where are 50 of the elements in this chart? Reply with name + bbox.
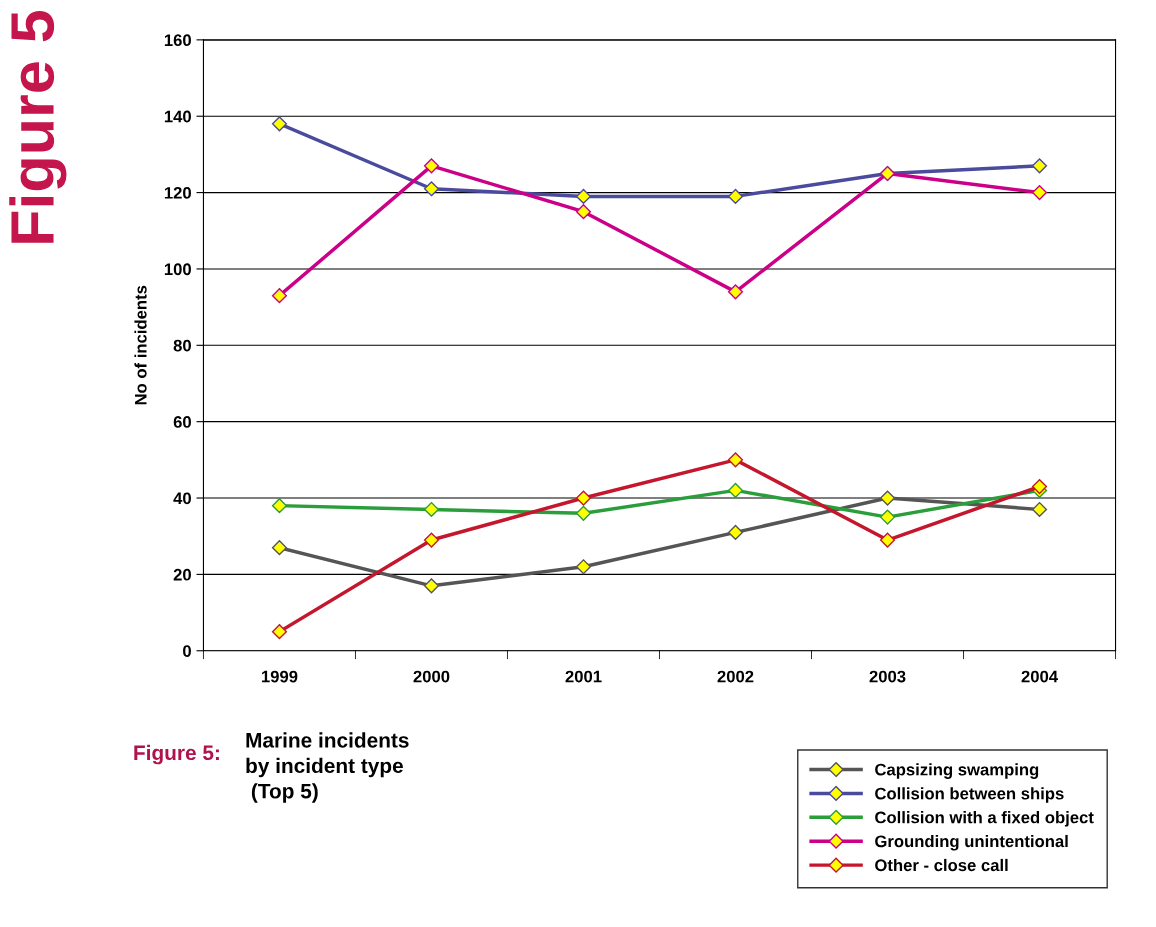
x-tick-label: 1999	[261, 670, 298, 683]
y-tick-label: 60	[173, 416, 191, 428]
point	[271, 498, 288, 514]
caption: Figure 5	[9, 10, 67, 243]
legend-label: Grounding unintentional	[875, 834, 1068, 851]
point	[727, 284, 744, 300]
text: Marine incidents by incident type (Top 5)	[246, 732, 409, 803]
point	[879, 509, 896, 525]
y-tick-label: 140	[164, 110, 191, 123]
y-tick-label: 40	[173, 492, 191, 505]
point	[727, 524, 744, 540]
point	[1031, 158, 1048, 174]
point	[423, 532, 440, 548]
point	[575, 204, 592, 220]
point	[575, 505, 592, 521]
legend-label: Capsizing swamping	[875, 763, 1039, 779]
point	[879, 532, 896, 548]
y-tick-label: 120	[164, 186, 191, 199]
x-tick-label: 2003	[869, 670, 906, 683]
point	[879, 490, 896, 506]
y-tick-label: 0	[183, 645, 191, 657]
y-axis-title: No of incidents	[134, 285, 147, 405]
point	[423, 501, 440, 518]
point	[271, 116, 288, 132]
x-tick-label: 2000	[413, 670, 450, 683]
x-tick-label: 2001	[565, 670, 602, 683]
point	[575, 188, 592, 204]
point	[423, 578, 440, 594]
y-tick-label: 20	[173, 568, 191, 581]
point	[1031, 501, 1048, 518]
point	[1031, 185, 1048, 201]
point	[271, 288, 288, 304]
point	[423, 181, 440, 197]
y-tick-label: 80	[173, 339, 191, 352]
x-tick-label: 2004	[1021, 670, 1058, 683]
legend-label: Other - close call	[875, 858, 1008, 872]
point	[727, 452, 744, 468]
point	[271, 540, 288, 556]
point	[727, 188, 744, 204]
caption: Figure 5:	[134, 744, 219, 765]
point	[575, 559, 592, 575]
point	[271, 624, 288, 640]
x-tick-label: 2002	[717, 670, 754, 683]
legend-label: Collision with a fixed object	[875, 811, 1094, 827]
y-tick-label: 100	[164, 263, 191, 276]
y-tick-label: 160	[164, 34, 191, 47]
point	[575, 490, 592, 506]
point	[423, 158, 440, 174]
point	[727, 482, 744, 498]
legend-label: Collision between ships	[875, 787, 1064, 803]
